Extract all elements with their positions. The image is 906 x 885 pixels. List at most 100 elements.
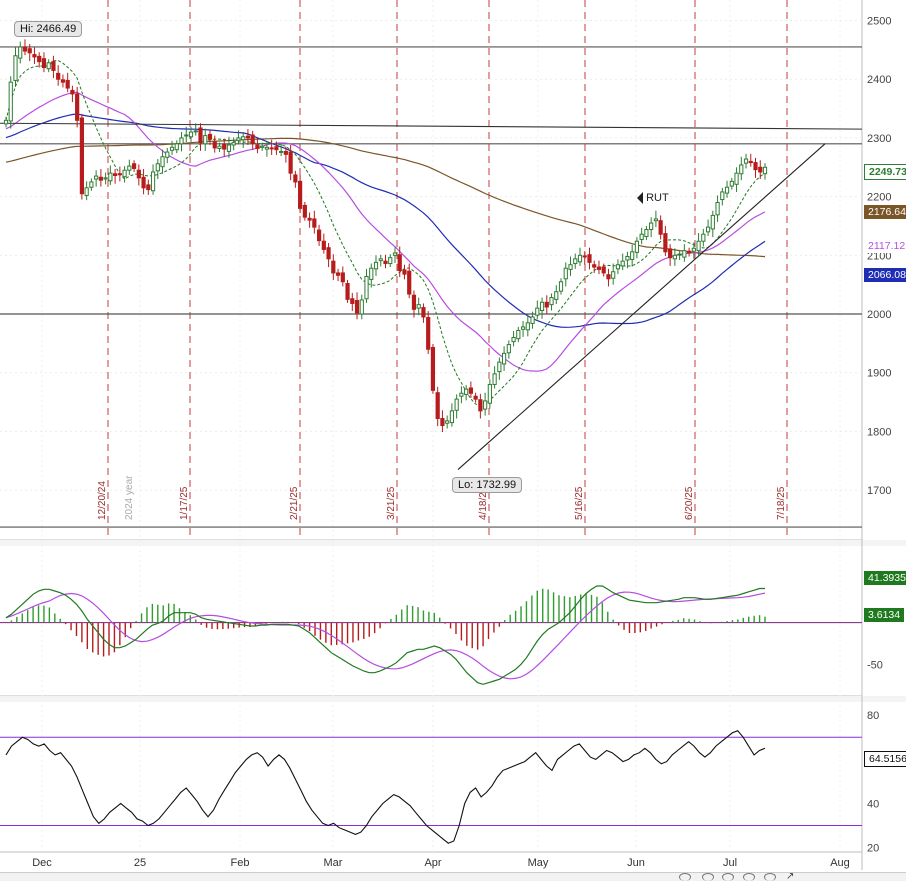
price-tick-label: 1700 — [867, 485, 891, 497]
ma-blue-line — [5, 113, 766, 328]
candle-body — [687, 250, 692, 254]
candle-body — [70, 89, 75, 95]
candle-body — [501, 352, 507, 365]
histogram-last-tag: 3.6134 — [864, 608, 905, 622]
high-annotation: Hi: 2466.49 — [14, 21, 83, 37]
candle-body — [51, 61, 56, 71]
candle-body — [141, 176, 146, 189]
candle-body — [682, 250, 687, 258]
event-date-label: 5/16/25 — [574, 486, 585, 520]
candle-body — [677, 253, 682, 256]
panel-gap — [0, 696, 906, 702]
candle-body — [155, 163, 160, 172]
candle-body — [582, 255, 587, 258]
candle-body — [203, 135, 208, 145]
candle-body — [729, 180, 734, 187]
candle-body — [231, 142, 236, 146]
candle-body — [464, 388, 469, 395]
x-tick-label: May — [528, 857, 549, 869]
year-marker-label: 2024 year — [124, 475, 135, 520]
candle-body — [459, 392, 464, 397]
price-tick-label: 2100 — [867, 250, 891, 262]
candle-body — [354, 300, 360, 314]
candle-body — [577, 254, 583, 263]
candle-body — [222, 143, 227, 150]
candle-body — [592, 264, 597, 268]
candle-body — [321, 240, 326, 250]
candle-body — [217, 145, 222, 150]
candle-body — [601, 266, 606, 274]
candle-body — [340, 272, 345, 283]
price-tick-label: 1800 — [867, 426, 891, 438]
toolbar-fit-icon[interactable] — [764, 873, 776, 881]
gridlines — [0, 0, 862, 852]
candle-body — [160, 156, 165, 168]
candle-body — [563, 267, 568, 280]
candle-body — [625, 256, 630, 261]
candle-body — [345, 283, 350, 300]
candle-body — [672, 254, 677, 260]
candle-body — [193, 130, 198, 133]
candle-body — [549, 297, 554, 306]
toolbar-pencil-icon[interactable]: ↗ — [786, 871, 795, 882]
ma-purple-line — [5, 91, 766, 372]
candle-body — [720, 191, 725, 201]
candle-body — [383, 260, 388, 265]
candle-body — [188, 131, 194, 138]
candle-body — [535, 307, 540, 316]
candle-body — [753, 162, 758, 171]
candle-body — [435, 392, 440, 420]
candle-body — [568, 264, 573, 270]
toolbar-tool-icon[interactable] — [679, 873, 691, 881]
candle-body — [520, 326, 526, 330]
candle-body — [335, 272, 341, 276]
price-tick-label: 2300 — [867, 133, 891, 145]
candle-body — [103, 177, 108, 180]
candle-body — [89, 181, 94, 188]
price-tick-label: 2500 — [867, 16, 891, 28]
candle-body — [212, 141, 217, 149]
candle-body — [75, 93, 80, 121]
candle-body — [468, 387, 473, 394]
candle-body — [198, 127, 203, 144]
event-lines: 12/20/24 1/17/25 2/21/25 3/21/25 4/18/25 5/16… — [97, 0, 788, 540]
candle-body — [525, 322, 530, 331]
candle-body — [606, 274, 611, 280]
x-tick-label: Aug — [830, 857, 850, 869]
candle-body — [312, 218, 317, 228]
candle-body — [539, 301, 545, 312]
rsi-tick-label: 20 — [867, 843, 879, 855]
toolbar-minus-icon[interactable] — [702, 873, 714, 881]
candle-body — [478, 399, 483, 412]
candle-body — [8, 81, 13, 122]
candle-body — [639, 233, 644, 240]
candle-body — [649, 222, 654, 230]
candle-body — [516, 329, 521, 340]
symbol-arrow-icon — [637, 192, 643, 205]
candle-body — [449, 410, 455, 424]
x-tick-label: Jul — [723, 857, 737, 869]
resistance-trendline — [0, 122, 863, 130]
candle-body — [250, 134, 255, 145]
toolbar-zoom-icon[interactable] — [743, 873, 755, 881]
event-date-label: 6/20/25 — [684, 486, 695, 520]
candle-body — [758, 166, 763, 173]
candle-body — [634, 240, 640, 253]
candle-body — [644, 229, 649, 238]
panel-bg-1 — [0, 546, 862, 696]
candle-body — [373, 261, 379, 270]
candle-body — [701, 233, 706, 242]
candle-body — [696, 240, 701, 252]
candle-body — [558, 281, 564, 292]
candle-body — [46, 62, 51, 70]
candle-body — [32, 54, 37, 58]
candle-body — [122, 169, 127, 178]
candle-body — [715, 202, 720, 216]
candle-body — [84, 187, 89, 196]
candle-body — [245, 135, 251, 139]
candle-body — [359, 299, 364, 315]
toolbar-plus-icon[interactable] — [722, 873, 734, 881]
candle-body — [454, 398, 459, 411]
